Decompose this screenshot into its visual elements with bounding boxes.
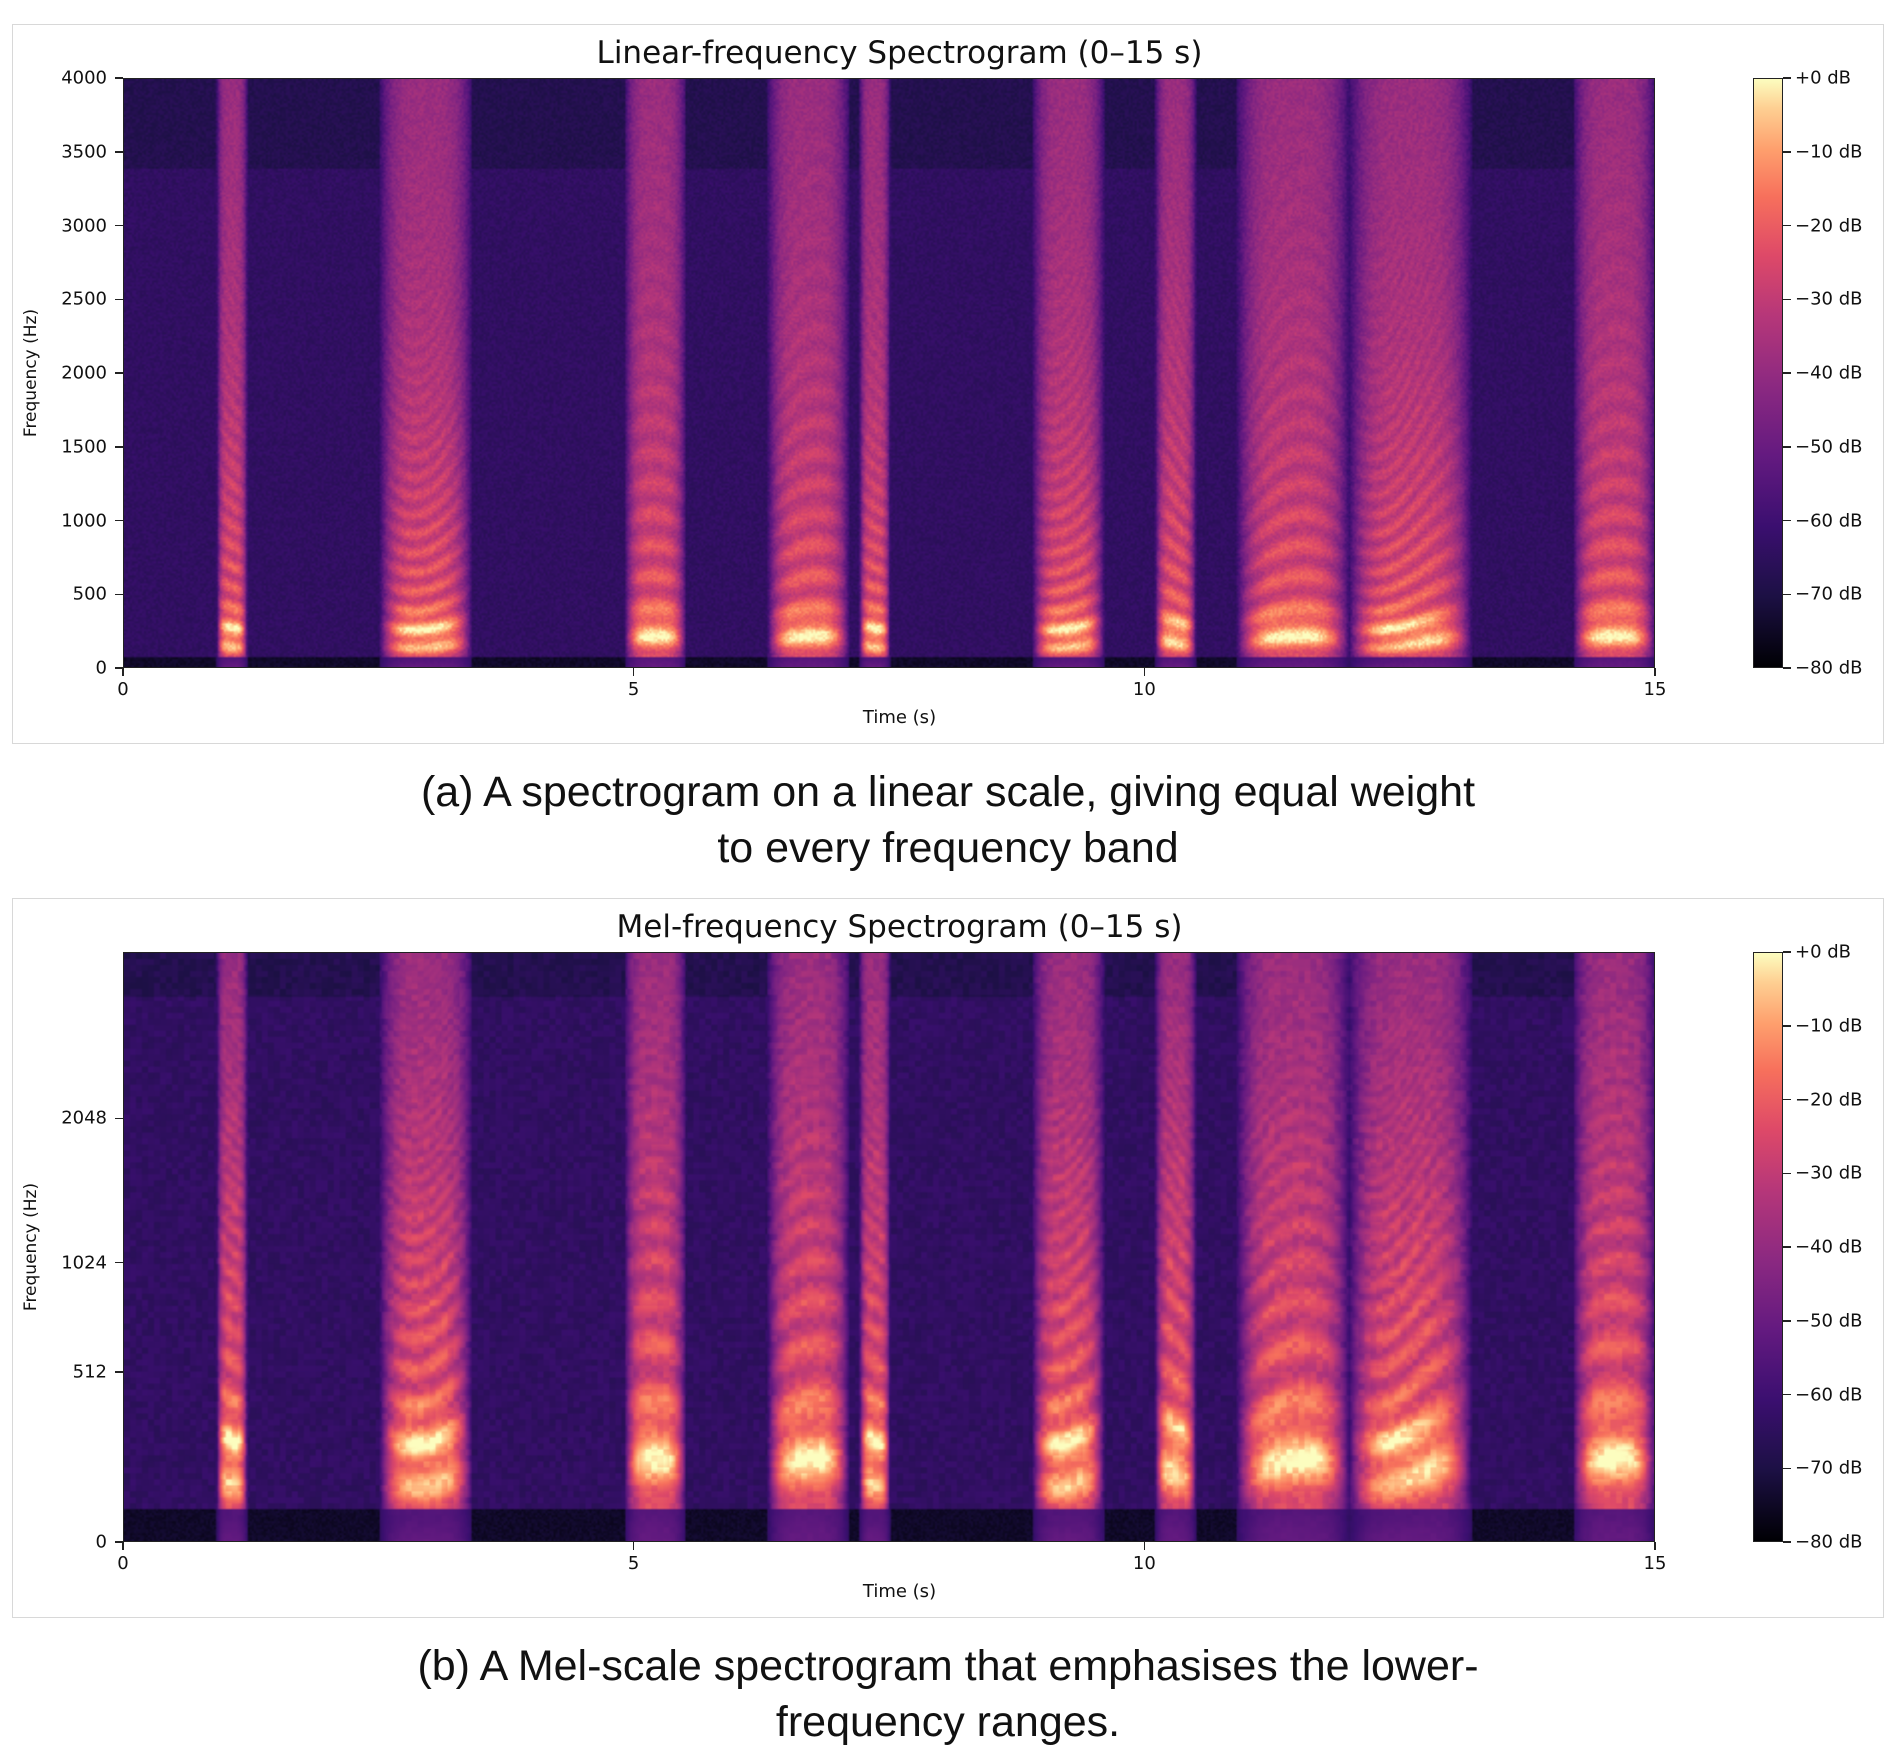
- x-tick-label: 10: [1132, 679, 1156, 700]
- colorbar-tick-mark: [1783, 1172, 1791, 1174]
- y-tick-mark: [115, 519, 123, 522]
- x-axis-label: Time (s): [862, 1581, 937, 1602]
- colorbar-tick-label: −30 dB: [1795, 1162, 1863, 1184]
- x-tick-label: 0: [117, 679, 129, 700]
- mel-spectrogram-panel: Mel-frequency Spectrogram (0–15 s) Frequ…: [12, 898, 1884, 1618]
- colorbar: [1753, 78, 1783, 668]
- y-tick-label: 4000: [61, 67, 107, 89]
- y-tick-mark: [115, 1541, 123, 1543]
- colorbar-tick-mark: [1783, 298, 1791, 300]
- colorbar-tick-mark: [1783, 446, 1791, 448]
- y-tick-label: 512: [72, 1361, 107, 1383]
- y-tick-label: 3000: [61, 215, 107, 236]
- chart-title: Mel-frequency Spectrogram (0–15 s): [616, 909, 1183, 945]
- colorbar-tick-mark: [1783, 151, 1791, 153]
- x-tick-mark: [632, 1542, 635, 1550]
- y-tick-label: 2500: [61, 288, 107, 310]
- colorbar-tick-mark: [1783, 593, 1791, 595]
- spectrogram-heatmap: [124, 953, 1654, 1541]
- y-axis-label: Frequency (Hz): [21, 1182, 41, 1312]
- x-tick-label: 5: [627, 679, 640, 700]
- colorbar-tick-mark: [1783, 951, 1791, 953]
- y-tick-label: 3500: [61, 141, 107, 163]
- caption-line: to every frequency band: [717, 824, 1179, 872]
- colorbar-tick-mark: [1783, 519, 1791, 522]
- y-tick-label: 1000: [61, 510, 107, 531]
- y-tick-mark: [115, 372, 123, 374]
- caption-line: (b) A Mel-scale spectrogram that emphasi…: [417, 1642, 1479, 1690]
- y-tick-mark: [115, 224, 123, 227]
- y-axis-label: Frequency (Hz): [21, 308, 41, 438]
- caption-line: (a) A spectrogram on a linear scale, giv…: [420, 768, 1476, 816]
- y-tick-label: 0: [95, 657, 107, 679]
- colorbar-tick-label: −60 dB: [1795, 1384, 1863, 1405]
- colorbar-tick-mark: [1783, 1393, 1791, 1396]
- y-tick-mark: [115, 1261, 123, 1264]
- colorbar-tick-label: −40 dB: [1795, 362, 1863, 384]
- colorbar-tick-mark: [1783, 1467, 1791, 1469]
- colorbar-tick-label: +0 dB: [1795, 941, 1852, 963]
- colorbar-tick-label: −10 dB: [1795, 141, 1863, 163]
- y-tick-mark: [115, 298, 123, 300]
- colorbar: [1753, 952, 1783, 1542]
- colorbar-tick-label: −80 dB: [1795, 657, 1863, 679]
- y-tick-label: 1024: [61, 1252, 107, 1274]
- x-tick-mark: [1654, 668, 1656, 676]
- y-tick-mark: [115, 446, 123, 448]
- colorbar-tick-mark: [1783, 224, 1791, 227]
- figure-caption-b: (b) A Mel-scale spectrogram that emphasi…: [0, 1638, 1896, 1750]
- y-tick-label: 1500: [61, 436, 107, 458]
- colorbar-tick-label: −10 dB: [1795, 1015, 1863, 1037]
- colorbar-tick-label: −20 dB: [1795, 1089, 1863, 1110]
- x-tick-label: 15: [1643, 1553, 1667, 1574]
- colorbar-tick-mark: [1783, 77, 1791, 79]
- colorbar-tick-label: −70 dB: [1795, 1457, 1863, 1479]
- x-tick-label: 5: [627, 1553, 640, 1574]
- colorbar-tick-label: −60 dB: [1795, 510, 1863, 531]
- colorbar-tick-label: −40 dB: [1795, 1236, 1863, 1258]
- y-tick-mark: [115, 593, 123, 595]
- colorbar-tick-label: −50 dB: [1795, 436, 1863, 458]
- y-tick-mark: [115, 1371, 123, 1373]
- y-tick-label: 500: [72, 583, 107, 605]
- x-axis-label: Time (s): [862, 707, 937, 728]
- colorbar-tick-mark: [1783, 1246, 1791, 1248]
- spectrogram-heatmap: [124, 79, 1654, 667]
- y-tick-mark: [115, 77, 123, 79]
- x-tick-mark: [122, 1542, 124, 1550]
- x-tick-label: 10: [1132, 1553, 1156, 1574]
- colorbar-tick-label: −30 dB: [1795, 288, 1863, 310]
- colorbar-tick-mark: [1783, 1025, 1791, 1027]
- colorbar-tick-mark: [1783, 372, 1791, 374]
- linear-spectrogram-panel: Linear-frequency Spectrogram (0–15 s) Fr…: [12, 24, 1884, 744]
- spectrogram-plot: [123, 952, 1655, 1542]
- colorbar-tick-label: +0 dB: [1795, 67, 1852, 89]
- x-tick-label: 15: [1643, 679, 1667, 700]
- x-tick-mark: [1143, 1542, 1146, 1550]
- spectrogram-plot: [123, 78, 1655, 668]
- y-tick-label: 2048: [61, 1107, 107, 1129]
- x-tick-mark: [122, 668, 124, 676]
- x-tick-label: 0: [117, 1553, 129, 1574]
- figure-caption-a: (a) A spectrogram on a linear scale, giv…: [0, 764, 1896, 876]
- colorbar-tick-mark: [1783, 1098, 1791, 1101]
- colorbar-tick-label: −50 dB: [1795, 1310, 1863, 1332]
- y-tick-mark: [115, 667, 123, 669]
- y-tick-mark: [115, 1117, 123, 1120]
- colorbar-tick-mark: [1783, 667, 1791, 669]
- colorbar-tick-label: −70 dB: [1795, 583, 1863, 605]
- colorbar-tick-label: −20 dB: [1795, 215, 1863, 236]
- caption-line: frequency ranges.: [775, 1698, 1121, 1746]
- x-tick-mark: [632, 668, 635, 676]
- colorbar-tick-label: −80 dB: [1795, 1531, 1863, 1553]
- y-tick-label: 2000: [61, 362, 107, 384]
- y-tick-label: 0: [95, 1531, 107, 1553]
- x-tick-mark: [1654, 1542, 1656, 1550]
- colorbar-tick-mark: [1783, 1541, 1791, 1543]
- x-tick-mark: [1143, 668, 1146, 676]
- y-tick-mark: [115, 151, 123, 153]
- chart-title: Linear-frequency Spectrogram (0–15 s): [596, 35, 1203, 71]
- colorbar-tick-mark: [1783, 1320, 1791, 1322]
